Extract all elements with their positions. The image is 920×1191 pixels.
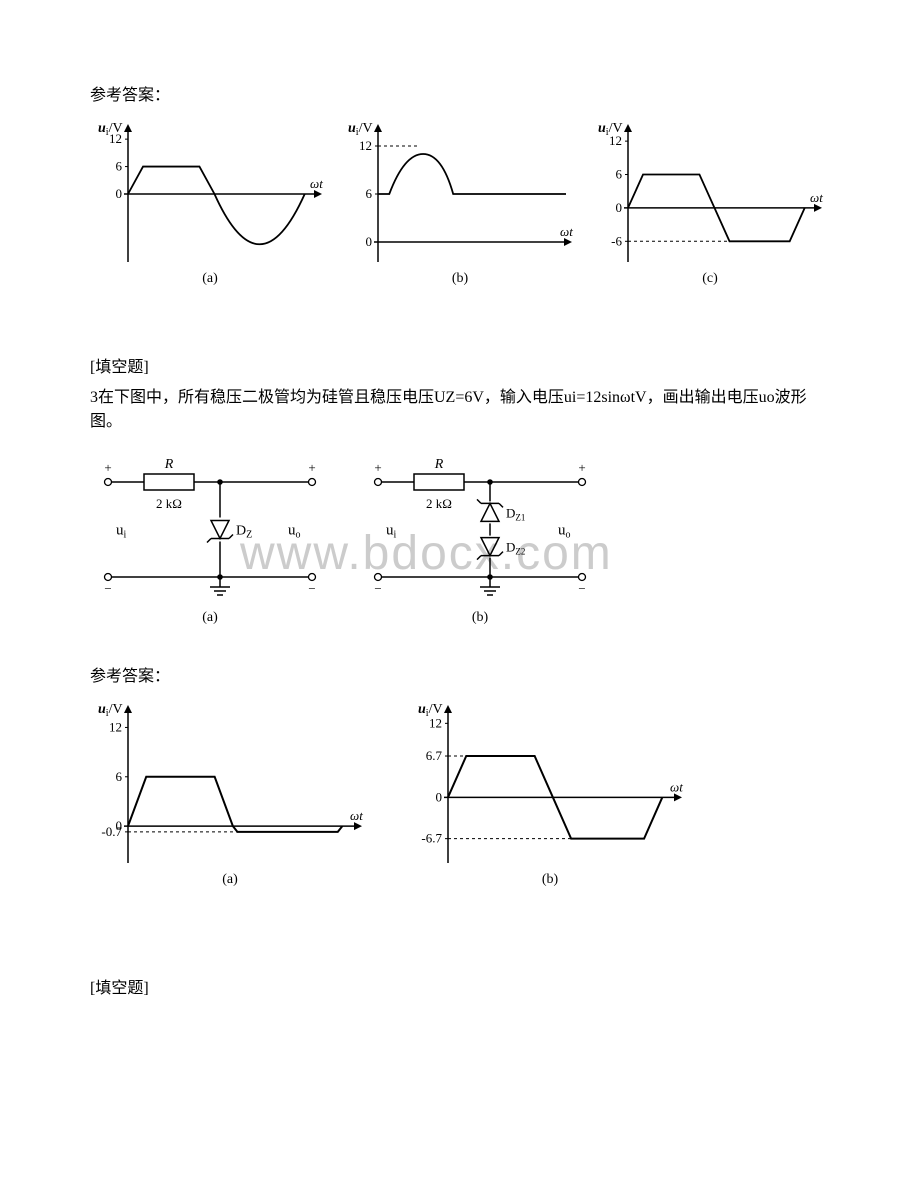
svg-text:ui: ui bbox=[116, 523, 127, 541]
question3-circuits: www.bdocx.com R2 kΩ++−−DZuiuo(a) R2 kΩ++… bbox=[90, 452, 830, 635]
svg-text:R: R bbox=[434, 457, 444, 472]
svg-text:+: + bbox=[578, 460, 585, 475]
svg-text:(a): (a) bbox=[222, 872, 238, 887]
svg-text:-6: -6 bbox=[611, 233, 622, 248]
svg-text:(b): (b) bbox=[452, 271, 469, 286]
svg-text:(c): (c) bbox=[702, 271, 718, 286]
svg-text:ui/V: ui/V bbox=[98, 121, 123, 138]
svg-text:−: − bbox=[374, 581, 381, 596]
question3-text: 3在下图中，所有稳压二极管均为硅管且稳压电压UZ=6V，输入电压ui=12sin… bbox=[90, 386, 830, 434]
svg-text:−: − bbox=[578, 581, 585, 596]
svg-text:ui/V: ui/V bbox=[98, 702, 123, 719]
svg-text:(b): (b) bbox=[542, 872, 559, 887]
svg-text:0: 0 bbox=[436, 789, 443, 804]
svg-text:2 kΩ: 2 kΩ bbox=[156, 496, 182, 511]
svg-text:DZ2: DZ2 bbox=[506, 540, 525, 557]
question3-tag: [填空题] bbox=[90, 356, 830, 380]
svg-text:-6.7: -6.7 bbox=[421, 831, 442, 846]
svg-text:+: + bbox=[104, 460, 111, 475]
svg-text:DZ: DZ bbox=[236, 524, 252, 541]
svg-text:uo: uo bbox=[558, 523, 571, 541]
svg-text:ωt: ωt bbox=[670, 779, 683, 794]
svg-text:0: 0 bbox=[616, 200, 623, 215]
svg-text:12: 12 bbox=[359, 138, 372, 153]
svg-text:6: 6 bbox=[116, 769, 123, 784]
chart-ans3-b: -6.7 0 6.7 12ui/V ωt (b) bbox=[410, 699, 690, 897]
svg-text:uo: uo bbox=[288, 523, 301, 541]
svg-text:R: R bbox=[164, 457, 174, 472]
question4-tag: [填空题] bbox=[90, 977, 830, 1001]
svg-text:ωt: ωt bbox=[310, 176, 323, 191]
circuit-b: R 2 kΩ + + − − DZ1 DZ2 ui uo (b) bbox=[360, 452, 600, 635]
circuit-a: R 2 kΩ + + − − DZ ui uo (a) bbox=[90, 452, 330, 635]
svg-text:0: 0 bbox=[366, 234, 373, 249]
svg-text:6.7: 6.7 bbox=[426, 748, 443, 763]
svg-text:6: 6 bbox=[366, 186, 373, 201]
svg-text:ωt: ωt bbox=[350, 808, 363, 823]
svg-text:2 kΩ: 2 kΩ bbox=[426, 496, 452, 511]
svg-text:ui/V: ui/V bbox=[348, 121, 373, 138]
svg-text:(a): (a) bbox=[202, 610, 218, 625]
svg-text:6: 6 bbox=[616, 167, 623, 182]
svg-text:ωt: ωt bbox=[810, 190, 823, 205]
svg-text:DZ1: DZ1 bbox=[506, 505, 525, 522]
svg-text:−: − bbox=[104, 581, 111, 596]
svg-text:12: 12 bbox=[109, 719, 122, 734]
svg-text:6: 6 bbox=[116, 159, 123, 174]
answer3-figures: -0.70612ui/Vωt(a) -6.706.712ui/Vωt(b) bbox=[90, 699, 830, 897]
answer1-label: 参考答案： bbox=[90, 84, 830, 108]
answer1-figures: 0612ui/Vωt(a) 0612ui/Vωt(b) -60612ui/Vωt… bbox=[90, 118, 830, 296]
svg-text:(b): (b) bbox=[472, 610, 489, 625]
chart-ans1-a: 0612ui/Vωt(a) bbox=[90, 118, 330, 296]
svg-text:(a): (a) bbox=[202, 271, 218, 286]
chart-ans1-c: -60612ui/Vωt(c) bbox=[590, 118, 830, 296]
svg-text:ui: ui bbox=[386, 523, 397, 541]
svg-text:12: 12 bbox=[429, 715, 442, 730]
svg-text:ui/V: ui/V bbox=[418, 702, 443, 719]
answer3-label: 参考答案： bbox=[90, 665, 830, 689]
svg-text:0: 0 bbox=[116, 818, 123, 833]
svg-text:−: − bbox=[308, 581, 315, 596]
svg-text:+: + bbox=[374, 460, 381, 475]
svg-text:+: + bbox=[308, 460, 315, 475]
chart-ans3-a: -0.70612ui/Vωt(a) bbox=[90, 699, 370, 897]
svg-text:ωt: ωt bbox=[560, 224, 573, 239]
chart-ans1-b: 0 6 12ui/V ωt (b) bbox=[340, 118, 580, 296]
svg-text:ui/V: ui/V bbox=[598, 121, 623, 138]
svg-text:0: 0 bbox=[116, 186, 123, 201]
